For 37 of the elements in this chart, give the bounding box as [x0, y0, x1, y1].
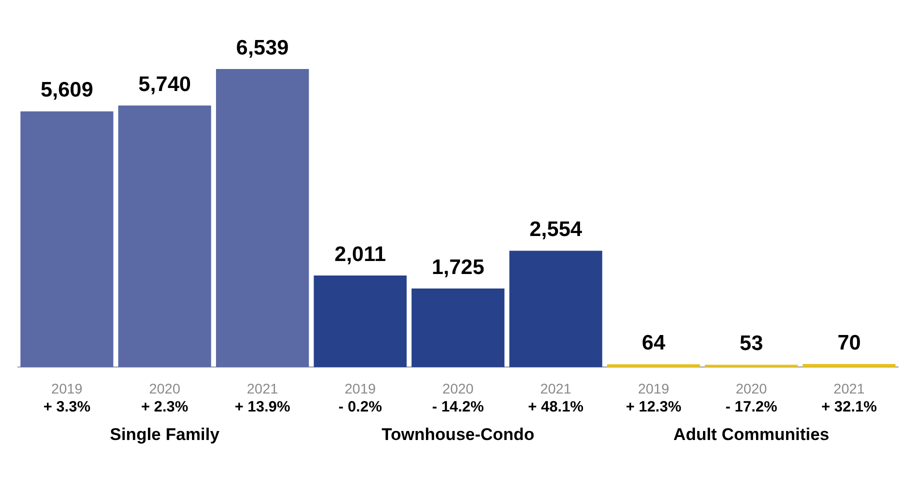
data-label: 2,011: [334, 242, 386, 266]
text: + 2.3%: [141, 398, 188, 416]
text: + 32.1%: [821, 398, 877, 416]
x-tick-label: 2019: [638, 380, 670, 396]
text: Single Family: [110, 424, 220, 444]
text: - 14.2%: [432, 398, 484, 416]
bar: [118, 105, 212, 368]
text: + 12.3%: [626, 398, 682, 416]
bar: [314, 276, 407, 368]
x-tick-label: 2021: [540, 380, 572, 396]
bar: [412, 288, 504, 368]
x-tick-label: 2020: [442, 380, 474, 396]
bar: [509, 250, 602, 368]
data-label: 5,740: [138, 72, 191, 96]
data-label: 1,725: [432, 256, 485, 279]
text: + 3.3%: [43, 398, 90, 416]
x-tick-label: 2021: [834, 380, 865, 396]
data-label: 6,539: [236, 36, 289, 60]
x-tick-label: 2019: [51, 380, 83, 396]
x-tick-label: 2019: [344, 380, 376, 396]
text: Townhouse-Condo: [382, 424, 534, 444]
data-label: 2,554: [529, 218, 582, 242]
text: + 13.9%: [234, 398, 290, 416]
text: + 48.1%: [528, 398, 584, 416]
x-tick-label: 2021: [246, 380, 278, 396]
data-label: 70: [837, 331, 861, 354]
x-tick-label: 2020: [149, 380, 180, 396]
text: - 17.2%: [725, 398, 778, 416]
text: - 0.2%: [338, 398, 382, 416]
text: Adult Communities: [673, 424, 830, 444]
bar: [216, 69, 309, 368]
data-label: 64: [642, 332, 666, 355]
bar: [20, 111, 114, 368]
data-label: 5,609: [40, 78, 94, 102]
data-label: 53: [740, 332, 764, 356]
x-tick-label: 2020: [736, 380, 768, 396]
bar: [802, 364, 896, 368]
